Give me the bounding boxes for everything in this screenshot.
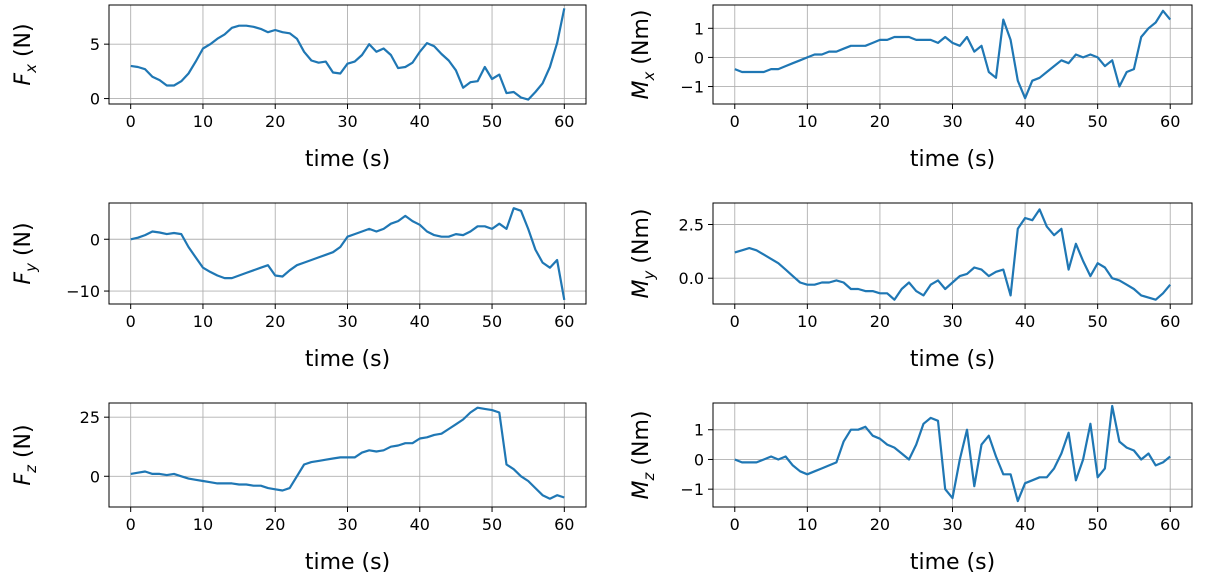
subplot-mz: 0 10 20 30 40 50 60 −1 0 1 time (s) Mz (Nm): [629, 402, 1193, 575]
x-tick-label: 60: [554, 515, 574, 534]
series-line: [130, 207, 566, 301]
y-tick-label: 0: [90, 467, 100, 486]
x-tick-label: 10: [193, 112, 213, 131]
x-tick-label: 30: [337, 112, 357, 131]
x-tick-label: 50: [1087, 515, 1107, 534]
x-tick-label: 10: [193, 515, 213, 534]
x-tick-label: 40: [410, 312, 430, 331]
x-tick-label: 30: [942, 112, 962, 131]
x-tick-label: 40: [410, 515, 430, 534]
x-tick-label: 0: [730, 515, 740, 534]
x-tick-label: 50: [482, 112, 502, 131]
y-tick-label: 1: [694, 421, 704, 440]
x-tick-label: 10: [797, 312, 817, 331]
x-tick-label: 30: [337, 515, 357, 534]
series-line: [734, 404, 1171, 503]
x-tick-label: 60: [554, 112, 574, 131]
x-tick-label: 10: [797, 515, 817, 534]
subplot-fx: 0 10 20 30 40 50 60 0 5 time (s) Fx (N): [11, 4, 587, 172]
x-tick-label: 30: [337, 312, 357, 331]
x-tick-label: 40: [1015, 112, 1035, 131]
y-tick-label: 0: [90, 230, 100, 249]
x-tick-label: 50: [482, 312, 502, 331]
x-axis-label: time (s): [910, 550, 995, 575]
x-tick-label: 0: [126, 312, 136, 331]
x-axis-label: time (s): [305, 147, 390, 172]
x-tick-label: 60: [1160, 515, 1180, 534]
subplot-fz: 0 10 20 30 40 50 60 0 25 time (s) Fz (N): [11, 402, 587, 575]
x-tick-label: 0: [126, 112, 136, 131]
subplot-mx: 0 10 20 30 40 50 60 −1 0 1 time (s) Mx (Nm): [629, 4, 1193, 172]
x-tick-label: 10: [797, 112, 817, 131]
x-tick-label: 30: [942, 312, 962, 331]
x-tick-label: 20: [870, 112, 890, 131]
x-axis-label: time (s): [305, 550, 390, 575]
x-tick-label: 50: [1087, 312, 1107, 331]
x-tick-label: 60: [1160, 312, 1180, 331]
x-tick-label: 30: [942, 515, 962, 534]
y-tick-label: 25: [80, 408, 100, 427]
y-tick-label: 2.5: [679, 215, 704, 234]
y-tick-label: −1: [680, 78, 704, 97]
y-tick-label: 0: [694, 48, 704, 67]
x-axis-label: time (s): [910, 347, 995, 372]
series-line: [734, 9, 1172, 100]
series-line: [130, 8, 566, 101]
y-axis-label: My (Nm): [629, 209, 658, 299]
subplot-fy: 0 10 20 30 40 50 60 −10 0 time (s) Fy (N): [11, 202, 587, 372]
x-tick-label: 40: [410, 112, 430, 131]
y-tick-label: 1: [694, 19, 704, 38]
x-tick-label: 10: [193, 312, 213, 331]
y-tick-label: 0: [90, 90, 100, 109]
x-tick-label: 0: [730, 112, 740, 131]
y-axis-label: Fy (N): [11, 222, 40, 284]
x-tick-label: 0: [126, 515, 136, 534]
y-axis-label: Fx (N): [11, 23, 40, 85]
y-axis-label: Fz (N): [11, 424, 40, 485]
x-tick-label: 50: [1087, 112, 1107, 131]
subplot-my: 0 10 20 30 40 50 60 0.0 2.5 time (s) My (Nm): [629, 202, 1193, 372]
x-axis-label: time (s): [910, 147, 995, 172]
x-tick-label: 20: [870, 515, 890, 534]
x-axis-label: time (s): [305, 347, 390, 372]
x-tick-label: 60: [554, 312, 574, 331]
x-tick-label: 0: [730, 312, 740, 331]
y-tick-label: 0.0: [679, 269, 704, 288]
x-tick-label: 20: [870, 312, 890, 331]
y-tick-label: 0: [694, 450, 704, 469]
x-tick-label: 60: [1160, 112, 1180, 131]
y-tick-label: −1: [680, 480, 704, 499]
series-line: [734, 208, 1172, 301]
x-tick-label: 50: [482, 515, 502, 534]
x-tick-label: 40: [1015, 515, 1035, 534]
x-tick-label: 40: [1015, 312, 1035, 331]
x-tick-label: 20: [265, 312, 285, 331]
y-tick-label: −10: [66, 282, 100, 301]
x-tick-label: 20: [265, 112, 285, 131]
y-tick-label: 5: [90, 35, 100, 54]
y-axis-label: Mx (Nm): [629, 10, 658, 100]
x-tick-label: 20: [265, 515, 285, 534]
series-line: [130, 406, 565, 500]
y-axis-label: Mz (Nm): [629, 411, 658, 500]
